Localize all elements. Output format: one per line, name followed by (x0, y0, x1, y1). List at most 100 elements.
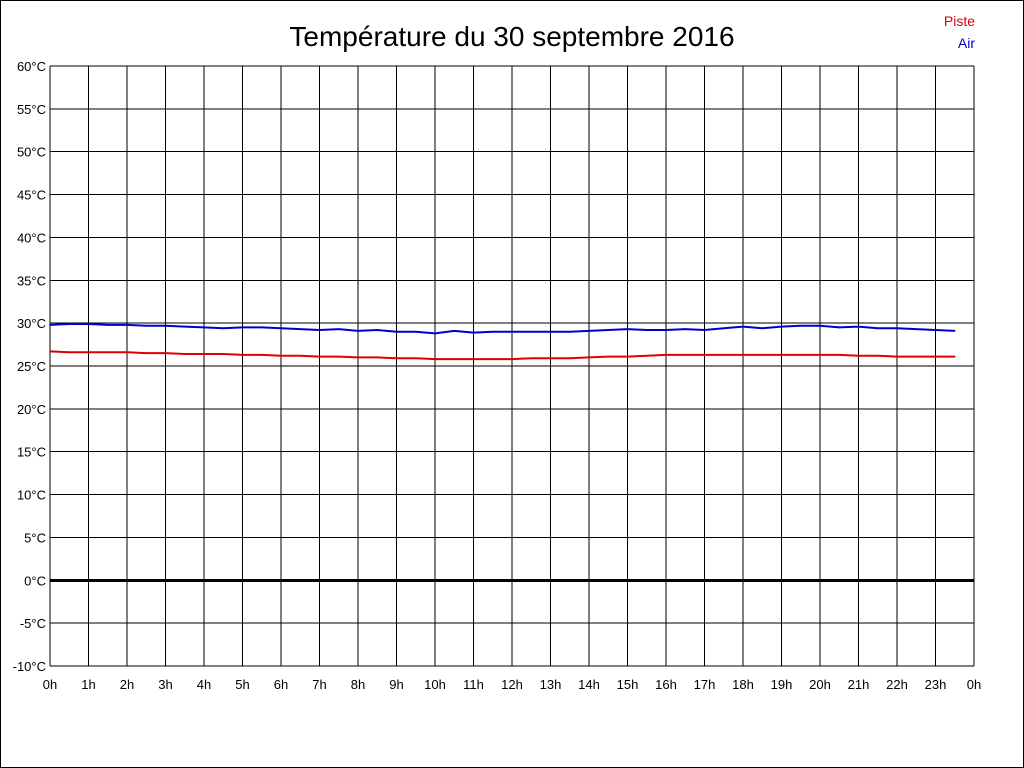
data-point-air (819, 324, 821, 327)
data-point-air (357, 330, 359, 332)
legend: Piste Air (944, 13, 975, 51)
data-point-air (434, 332, 436, 335)
data-point-air (472, 331, 475, 334)
data-point-air (453, 330, 456, 332)
x-tick-label: 1h (81, 677, 95, 692)
data-point-air (318, 329, 321, 331)
x-tick-label: 5h (235, 677, 249, 692)
x-tick-label: 18h (732, 677, 754, 692)
y-tick-label: 15°C (17, 445, 46, 460)
data-point-piste (68, 351, 71, 354)
x-tick-label: 12h (501, 677, 523, 692)
data-point-piste (49, 350, 51, 353)
data-point-air (645, 329, 648, 331)
x-tick-label: 15h (617, 677, 639, 692)
x-tick-label: 6h (274, 677, 288, 692)
data-point-piste (857, 354, 860, 357)
legend-entry-air: Air (958, 35, 975, 51)
data-point-air (722, 327, 725, 330)
data-point-piste (395, 357, 398, 360)
axis-layer: -10°C -5°C 0°C 5°C 10°C 15°C 20°C 25°C 30°C 35°C 4… (13, 59, 982, 692)
data-point-piste (626, 355, 629, 358)
data-point-piste (742, 354, 744, 356)
data-point-piste (607, 355, 610, 358)
data-point-piste (722, 354, 725, 356)
data-point-air (568, 330, 571, 333)
data-point-air (549, 330, 552, 333)
y-tick-label: 60°C (17, 59, 46, 74)
data-point-piste (953, 355, 956, 358)
data-point-piste (588, 356, 590, 359)
x-tick-label: 13h (540, 677, 562, 692)
data-point-air (260, 326, 263, 329)
data-point-piste (780, 354, 783, 356)
data-point-air (49, 324, 51, 326)
data-point-piste (549, 357, 552, 360)
y-tick-label: 50°C (17, 145, 46, 160)
x-tick-label: 7h (312, 677, 326, 692)
data-point-air (703, 329, 706, 331)
data-point-air (857, 325, 860, 328)
x-tick-label: 0h (43, 677, 57, 692)
data-point-piste (299, 354, 302, 357)
data-point-piste (799, 354, 802, 356)
data-point-piste (434, 358, 436, 360)
x-tick-label: 14h (578, 677, 600, 692)
data-point-air (395, 330, 398, 333)
data-point-air (145, 324, 148, 327)
data-point-piste (145, 352, 148, 354)
data-point-piste (819, 354, 821, 356)
y-tick-label: 35°C (17, 273, 46, 288)
x-tick-label: 22h (886, 677, 908, 692)
data-point-piste (491, 358, 494, 360)
data-point-air (915, 328, 918, 330)
data-point-piste (106, 351, 109, 354)
data-point-piste (376, 356, 379, 359)
data-point-piste (838, 354, 841, 356)
data-point-piste (511, 358, 513, 360)
data-point-piste (934, 355, 937, 358)
grid (49, 65, 975, 667)
y-tick-label: 40°C (17, 230, 46, 245)
y-tick-label: 45°C (17, 188, 46, 203)
data-point-air (337, 328, 340, 330)
data-point-air (68, 323, 71, 325)
data-point-air (376, 329, 379, 331)
chart-title: Température du 30 septembre 2016 (289, 21, 734, 52)
data-point-piste (915, 355, 918, 358)
y-tick-label: -10°C (13, 659, 46, 674)
data-point-piste (126, 351, 128, 354)
data-point-air (896, 327, 898, 330)
y-tick-label: 55°C (17, 102, 46, 117)
y-tick-label: 25°C (17, 359, 46, 374)
data-point-piste (876, 354, 879, 357)
data-point-air (780, 325, 783, 328)
x-tick-label: 2h (120, 677, 134, 692)
data-point-piste (87, 351, 90, 354)
x-tick-label: 19h (771, 677, 793, 692)
data-point-air (280, 327, 282, 330)
data-point-piste (241, 354, 244, 356)
data-point-air (934, 329, 937, 331)
data-point-air (953, 330, 956, 332)
series-line-air (49, 323, 955, 335)
x-tick-label: 20h (809, 677, 831, 692)
y-tick-label: 5°C (24, 530, 46, 545)
data-point-piste (203, 353, 205, 355)
data-point-air (203, 326, 205, 329)
data-point-piste (164, 352, 167, 354)
y-tick-label: 10°C (17, 488, 46, 503)
data-point-air (684, 328, 687, 330)
data-point-piste (703, 354, 706, 356)
x-tick-label: 0h (967, 677, 981, 692)
data-point-air (241, 326, 244, 329)
data-point-air (87, 323, 90, 325)
data-point-air (588, 330, 590, 332)
data-point-piste (318, 355, 321, 358)
data-point-piste (280, 354, 282, 357)
data-point-piste (568, 357, 571, 360)
data-point-piste (337, 355, 340, 358)
data-point-piste (896, 355, 898, 358)
data-point-air (665, 329, 667, 331)
x-tick-label: 23h (925, 677, 947, 692)
